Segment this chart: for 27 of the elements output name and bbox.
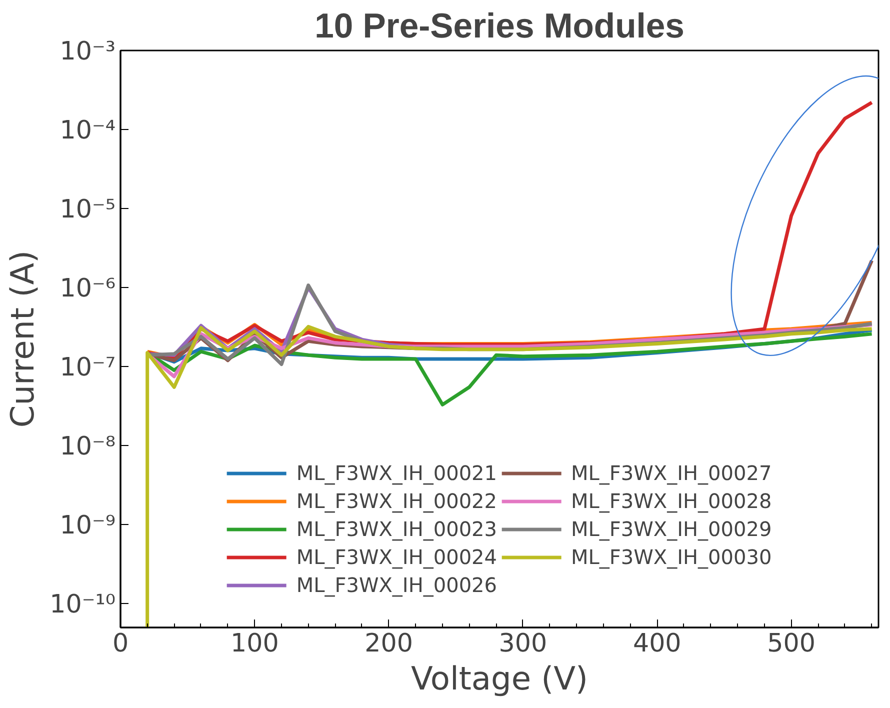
x-tick-label: 0 bbox=[112, 628, 129, 658]
y-tick-label: 10⁻⁸ bbox=[60, 430, 116, 461]
y-tick-label: 10⁻⁷ bbox=[60, 352, 116, 382]
x-tick-label: 400 bbox=[632, 628, 682, 658]
x-axis-title: Voltage (V) bbox=[410, 660, 588, 698]
y-tick-label: 10⁻¹⁰ bbox=[50, 588, 116, 619]
legend-label: ML_F3WX_IH_00021 bbox=[296, 461, 497, 485]
x-tick-label: 300 bbox=[498, 628, 548, 658]
y-tick-label: 10⁻³ bbox=[60, 36, 116, 66]
legend-label: ML_F3WX_IH_00026 bbox=[296, 573, 497, 597]
x-tick-label: 200 bbox=[364, 628, 413, 658]
legend-label: ML_F3WX_IH_00023 bbox=[296, 517, 497, 541]
y-axis-title: Current (A) bbox=[4, 250, 42, 428]
x-tick-label: 500 bbox=[767, 628, 816, 658]
legend-label: ML_F3WX_IH_00030 bbox=[571, 545, 772, 569]
legend-label: ML_F3WX_IH_00022 bbox=[296, 489, 497, 513]
y-tick-label: 10⁻⁵ bbox=[60, 194, 116, 224]
legend-label: ML_F3WX_IH_00028 bbox=[571, 489, 772, 513]
line-series bbox=[146, 324, 874, 628]
legend-label: ML_F3WX_IH_00024 bbox=[296, 545, 497, 569]
x-tick-label: 100 bbox=[230, 628, 279, 658]
y-tick-label: 10⁻⁶ bbox=[60, 272, 116, 303]
chart-title: 10 Pre-Series Modules bbox=[314, 8, 684, 46]
legend-label: ML_F3WX_IH_00029 bbox=[571, 517, 772, 541]
legend-label: ML_F3WX_IH_00027 bbox=[571, 461, 772, 485]
y-tick-label: 10⁻⁹ bbox=[60, 510, 116, 540]
y-tick-label: 10⁻⁴ bbox=[60, 114, 116, 145]
